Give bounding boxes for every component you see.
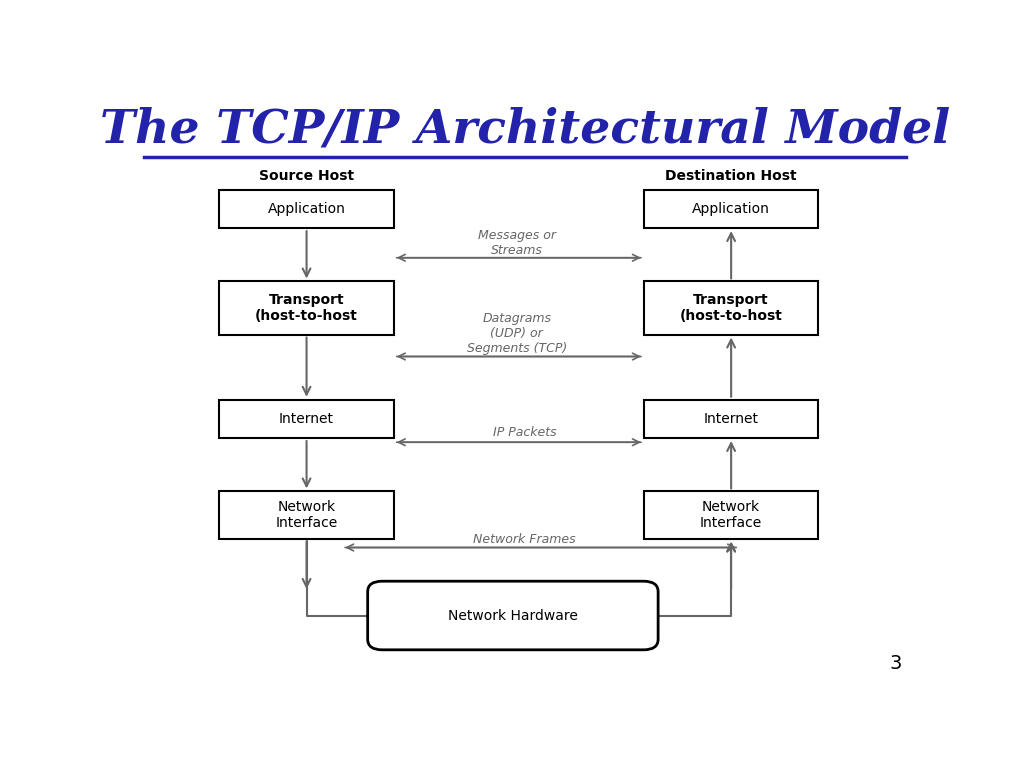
FancyBboxPatch shape (368, 581, 658, 650)
Text: Internet: Internet (280, 412, 334, 426)
Text: Messages or
Streams: Messages or Streams (478, 229, 556, 257)
Bar (644, 399, 818, 438)
Text: Datagrams
(UDP) or
Segments (TCP): Datagrams (UDP) or Segments (TCP) (467, 313, 567, 356)
Text: Application: Application (692, 202, 770, 216)
Text: Destination Host: Destination Host (666, 169, 797, 183)
Text: Source Host: Source Host (259, 169, 354, 183)
Text: Transport
(host-to-host: Transport (host-to-host (255, 293, 358, 323)
Text: IP Packets: IP Packets (493, 426, 557, 439)
Text: Transport
(host-to-host: Transport (host-to-host (680, 293, 782, 323)
Text: Network Frames: Network Frames (473, 533, 577, 546)
Text: Application: Application (267, 202, 345, 216)
Bar (219, 399, 394, 438)
Text: Network Hardware: Network Hardware (447, 608, 578, 623)
Bar (219, 281, 394, 335)
Text: Internet: Internet (703, 412, 759, 426)
Text: Network
Interface: Network Interface (275, 500, 338, 530)
Bar (644, 492, 818, 538)
Bar (219, 492, 394, 538)
Bar (644, 190, 818, 228)
Text: 3: 3 (890, 654, 902, 673)
Bar (644, 281, 818, 335)
Bar (219, 190, 394, 228)
Text: Network
Interface: Network Interface (700, 500, 762, 530)
Text: The TCP/IP Architectural Model: The TCP/IP Architectural Model (99, 107, 950, 153)
